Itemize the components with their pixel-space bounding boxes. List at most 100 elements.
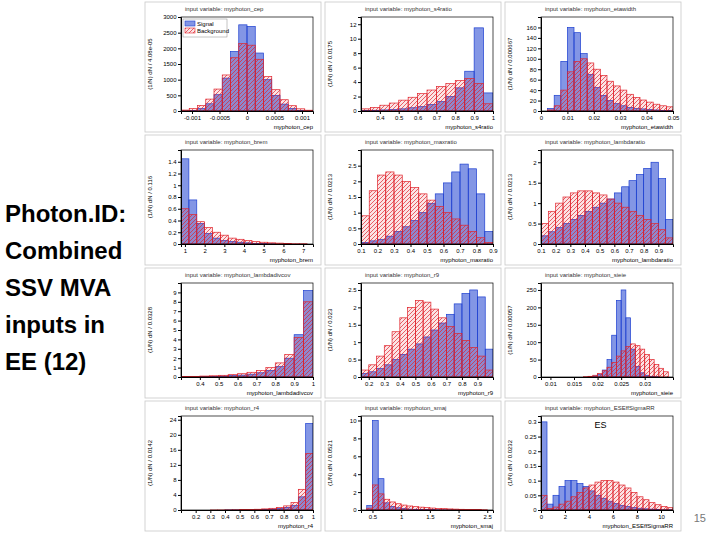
y-tick-mark (538, 325, 541, 326)
background-bar (408, 307, 416, 377)
background-bar (255, 59, 263, 111)
background-bar (637, 497, 643, 510)
background-bar (578, 191, 585, 244)
background-bar (266, 368, 275, 377)
histogram-bars (361, 164, 493, 244)
x-tick: 0.9 (489, 244, 498, 254)
y-tick-mark (178, 339, 181, 340)
y-tick: 0 (353, 108, 361, 114)
x-tick: 7 (302, 244, 306, 254)
x-tick-mark (431, 377, 432, 380)
y-tick-mark (178, 80, 181, 81)
y-tick: 2.5 (348, 287, 361, 293)
x-axis-line (362, 511, 494, 514)
y-tick-label: 2500 (163, 30, 177, 36)
y-axis: 00.050.10.150.20.250.3 (525, 417, 542, 514)
annotation: ES (594, 420, 606, 430)
y-tick-label: 4 (353, 79, 357, 85)
y-tick-label: 0 (533, 108, 537, 114)
background-bar (640, 100, 647, 111)
x-tick-label: 0.2 (552, 248, 561, 254)
panel-frame (145, 268, 321, 398)
x-tick-label: 0.04 (641, 115, 653, 121)
background-bar (631, 344, 636, 377)
histogram-bars (361, 28, 493, 111)
x-tick-label: 10 (658, 514, 665, 520)
y-tick: 12 (350, 22, 361, 28)
y-tick-mark (358, 307, 361, 308)
x-tick-mark (264, 244, 265, 247)
signal-bar (484, 93, 493, 111)
y-tick-label: 0.15 (525, 463, 537, 469)
x-axis-title: myphoton_cep (274, 124, 314, 130)
y-tick-mark (358, 82, 361, 83)
y-tick-label: 140 (526, 35, 537, 41)
background-bar (380, 105, 389, 111)
x-tick-mark (380, 111, 381, 114)
background-bar (264, 77, 272, 111)
y-tick: 0 (173, 241, 181, 247)
signal-bar (460, 164, 468, 244)
x-tick-label: 0.5 (369, 514, 378, 520)
x-tick: 0.5 (596, 244, 605, 254)
background-bar (452, 219, 460, 244)
x-tick-label: 0.7 (265, 514, 274, 520)
background-bar (444, 213, 452, 244)
x-tick-label: 1 (312, 381, 316, 387)
signal-bar (614, 193, 621, 244)
x-tick: 5 (263, 244, 267, 254)
y-tick: 160 (526, 25, 541, 31)
y-tick-label: 1.5 (528, 180, 537, 186)
signal-bar (444, 183, 452, 244)
x-tick: 2.5 (484, 510, 493, 520)
x-tick-label: 0.01 (562, 115, 574, 121)
x-tick-mark (238, 377, 239, 380)
background-bar (446, 84, 455, 111)
y-tick-mark (178, 111, 181, 112)
background-bar (284, 506, 291, 510)
y-tick-mark (178, 311, 181, 312)
x-tick: 0.4 (376, 111, 385, 121)
x-tick-label: 4 (588, 514, 592, 520)
background-bar (567, 72, 574, 111)
x-tick-mark (185, 244, 186, 247)
background-bar (401, 505, 407, 510)
x-tick: 2 (564, 510, 568, 520)
y-tick-label: 9 (173, 290, 177, 296)
background-bar (419, 194, 427, 244)
x-axis-line (362, 245, 494, 248)
x-tick: 0.9 (655, 244, 664, 254)
background-bar (306, 454, 313, 510)
y-tick: 4 (173, 492, 181, 498)
x-axis-title: myphoton_maxratio (440, 257, 493, 263)
x-tick-label: 0.5 (395, 115, 404, 121)
x-tick: 0.03 (615, 111, 627, 121)
plot-frame (541, 150, 673, 244)
panel-title: input variable: myphoton_r9 (365, 272, 440, 278)
y-tick-label: 0 (353, 507, 357, 513)
x-tick-mark (205, 244, 206, 247)
y-tick-mark (358, 377, 361, 378)
y-tick-mark (178, 244, 181, 245)
y-tick: 24 (170, 417, 181, 423)
y-axis: 024681012 (350, 18, 362, 115)
background-bar (636, 215, 643, 244)
x-tick-mark (477, 377, 478, 380)
x-tick-mark (565, 510, 566, 513)
signal-bar (452, 172, 460, 244)
signal-bar (189, 200, 197, 244)
x-tick-mark (401, 510, 402, 513)
y-tick: 120 (526, 46, 541, 52)
x-tick-label: 0.025 (614, 381, 630, 387)
x-tick: 0.7 (265, 510, 274, 520)
background-bar (626, 346, 631, 377)
y-tick: 0.05 (525, 493, 541, 499)
signal-bar (607, 360, 612, 377)
x-tick: 0.3 (390, 244, 399, 254)
y-tick-label: 0 (533, 374, 537, 380)
x-tick-label: 0.05 (668, 115, 680, 121)
plot-area: 0.40.50.60.70.80.91024681012myphoton_s4r… (350, 17, 496, 130)
x-tick-mark (455, 111, 456, 114)
x-tick: 0.4 (221, 510, 230, 520)
background-bar (470, 347, 478, 377)
